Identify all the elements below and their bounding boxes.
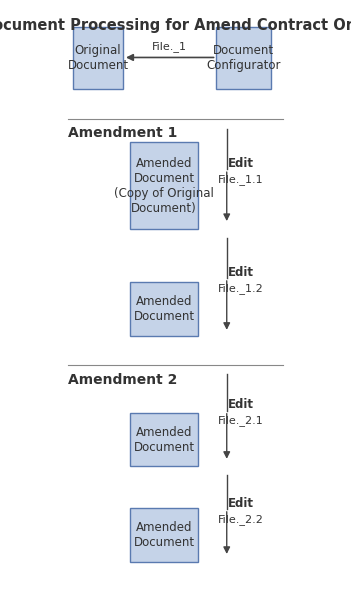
Text: File._1.1: File._1.1 [218, 174, 263, 185]
Text: Amendment 2: Amendment 2 [68, 373, 178, 386]
FancyBboxPatch shape [130, 142, 198, 229]
Text: Edit: Edit [227, 398, 253, 412]
Text: File._2.2: File._2.2 [218, 514, 263, 524]
Text: File._1: File._1 [152, 41, 187, 52]
FancyBboxPatch shape [130, 508, 198, 562]
Text: Amended
Document
(Copy of Original
Document): Amended Document (Copy of Original Docum… [114, 157, 214, 215]
Text: Amended
Document: Amended Document [133, 295, 195, 323]
FancyBboxPatch shape [73, 26, 123, 89]
FancyBboxPatch shape [217, 26, 271, 89]
Text: File._2.1: File._2.1 [218, 416, 263, 427]
Text: File._1.2: File._1.2 [218, 283, 263, 293]
Text: Edit: Edit [227, 497, 253, 509]
FancyBboxPatch shape [130, 413, 198, 466]
Text: Edit: Edit [227, 157, 253, 170]
Text: Amended
Document: Amended Document [133, 521, 195, 549]
Text: Edit: Edit [227, 266, 253, 278]
Text: Amendment 1: Amendment 1 [68, 127, 178, 140]
FancyBboxPatch shape [130, 282, 198, 335]
Text: Document
Configurator: Document Configurator [207, 44, 281, 72]
Text: Original
Document: Original Document [67, 44, 128, 72]
Text: Amended
Document: Amended Document [133, 425, 195, 454]
Text: Document Processing for Amend Contract Only: Document Processing for Amend Contract O… [0, 17, 351, 32]
